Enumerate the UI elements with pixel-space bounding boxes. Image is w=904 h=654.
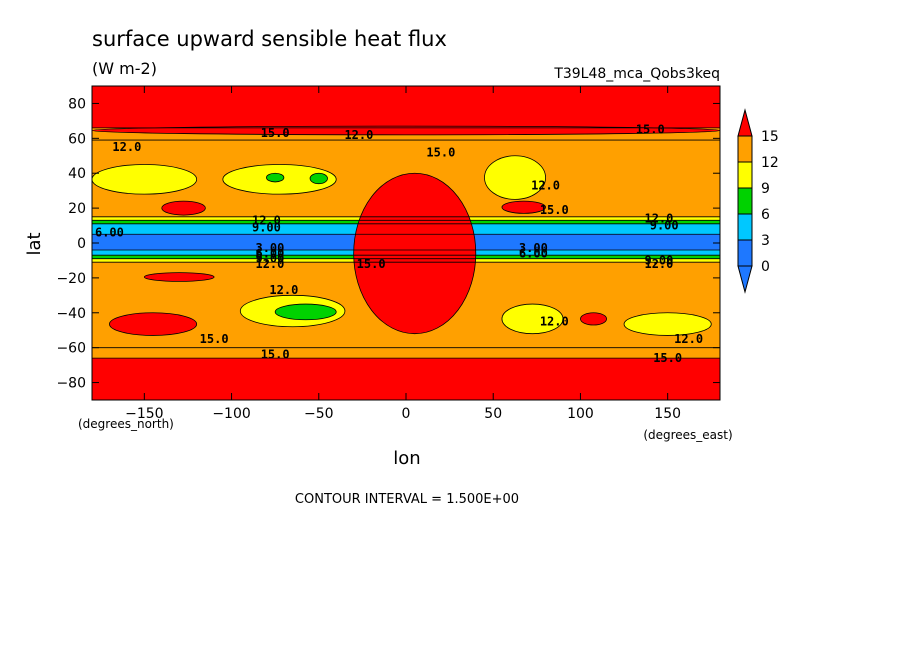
chart-units: (W m-2)	[92, 59, 157, 78]
colorbar-swatch	[737, 161, 753, 189]
region-13	[274, 303, 337, 321]
x-axis-label: lon	[393, 448, 420, 469]
contour-interval-note: CONTOUR INTERVAL = 1.500E+00	[295, 492, 519, 507]
contour-label: 15.0	[653, 351, 682, 365]
region-6	[501, 200, 546, 214]
y-tick-label: 0	[77, 236, 86, 252]
run-label: T39L48_mca_Qobs3keq	[553, 66, 720, 82]
contour-label: 6.00	[519, 246, 548, 260]
colorbar-label: 6	[761, 207, 770, 223]
x-tick-label: 100	[567, 406, 594, 422]
contour-label: 12.0	[269, 283, 298, 297]
x-tick-label: 0	[402, 406, 411, 422]
contour-label: 9.00	[644, 253, 673, 267]
y-tick-label: 80	[68, 96, 86, 112]
region-3	[143, 272, 215, 282]
x-tick-label: 50	[484, 406, 502, 422]
contour-label: 12.0	[255, 257, 284, 271]
x-axis: −150 −100 −50 0 50 100 150	[125, 86, 681, 422]
region-9	[484, 155, 546, 200]
contour-label: 15.0	[426, 145, 455, 159]
contour-labels: 12.015.0 12.015.012.015.015.012.09.006.00…	[95, 123, 703, 366]
contour-label: 12.0	[644, 257, 673, 271]
contour-label: 12.0	[644, 212, 673, 226]
colorbar-label: 15	[761, 129, 779, 145]
contour-label: 12.0	[674, 332, 703, 346]
contour-label: 12.0	[344, 128, 373, 142]
contour-label: 12.0	[531, 178, 560, 192]
y-tick-label: −60	[56, 341, 86, 357]
region-0	[92, 125, 720, 136]
colorbar-arrow-low	[737, 265, 753, 294]
colorbar-swatch	[737, 135, 753, 163]
plot-area	[91, 85, 721, 401]
colorbar-swatch	[737, 187, 753, 215]
y-axis-label: lat	[24, 232, 45, 255]
contour-label: 12.0	[112, 140, 141, 154]
contour-label: 15.0	[357, 257, 386, 271]
contour-label: 6.00	[95, 226, 124, 240]
contour-label: 9.00	[252, 220, 281, 234]
contour-label: 12.0	[540, 315, 569, 329]
region-12	[623, 312, 712, 336]
y-unit-label: (degrees_north)	[78, 417, 174, 431]
region-1	[353, 172, 477, 335]
y-tick-label: 40	[68, 166, 86, 182]
x-unit-label: (degrees_east)	[643, 428, 732, 442]
region-2	[161, 200, 206, 216]
contour-label: 15.0	[261, 126, 290, 140]
field-fill	[92, 86, 720, 400]
x-tick-label: 150	[654, 406, 681, 422]
colorbar-label: 3	[761, 233, 770, 249]
region-7	[92, 164, 198, 195]
colorbar-label: 9	[761, 181, 770, 197]
contour-label: 15.0	[261, 348, 290, 362]
y-axis: −80 −60 −40 −20 0 20 40 60 80	[56, 96, 720, 392]
region-5	[580, 312, 608, 326]
colorbar-arrow-high	[737, 108, 753, 137]
contour-label: 3.00	[255, 241, 284, 255]
contour-label: 15.0	[200, 332, 229, 346]
y-tick-label: −20	[56, 271, 86, 287]
contour-label: 15.0	[636, 123, 665, 137]
contour-label: 15.0	[540, 203, 569, 217]
contour-label: 12.0	[252, 213, 281, 227]
y-tick-label: 60	[68, 131, 86, 147]
colorbar-swatch	[737, 239, 753, 267]
x-tick-label: −50	[304, 406, 334, 422]
contour-label: 9.00	[255, 252, 284, 266]
colorbar-label: 0	[761, 259, 770, 275]
zonal-band-11	[92, 347, 720, 359]
region-14	[266, 172, 285, 183]
region-4	[109, 312, 198, 336]
y-tick-label: −40	[56, 306, 86, 322]
y-tick-label: 20	[68, 201, 86, 217]
x-tick-label: −150	[125, 406, 163, 422]
colorbar-swatch	[737, 213, 753, 241]
y-tick-label: −80	[56, 376, 86, 392]
chart-title: surface upward sensible heat flux	[92, 27, 447, 51]
colorbar: 15 12 9 6 3 0	[737, 108, 779, 294]
region-11	[501, 303, 564, 335]
colorbar-label: 12	[761, 155, 779, 171]
x-tick-label: −100	[212, 406, 250, 422]
contour-label: 6.00	[255, 246, 284, 260]
contour-label: 9.00	[650, 219, 679, 233]
region-15	[309, 172, 328, 185]
contour-label: 3.00	[519, 241, 548, 255]
